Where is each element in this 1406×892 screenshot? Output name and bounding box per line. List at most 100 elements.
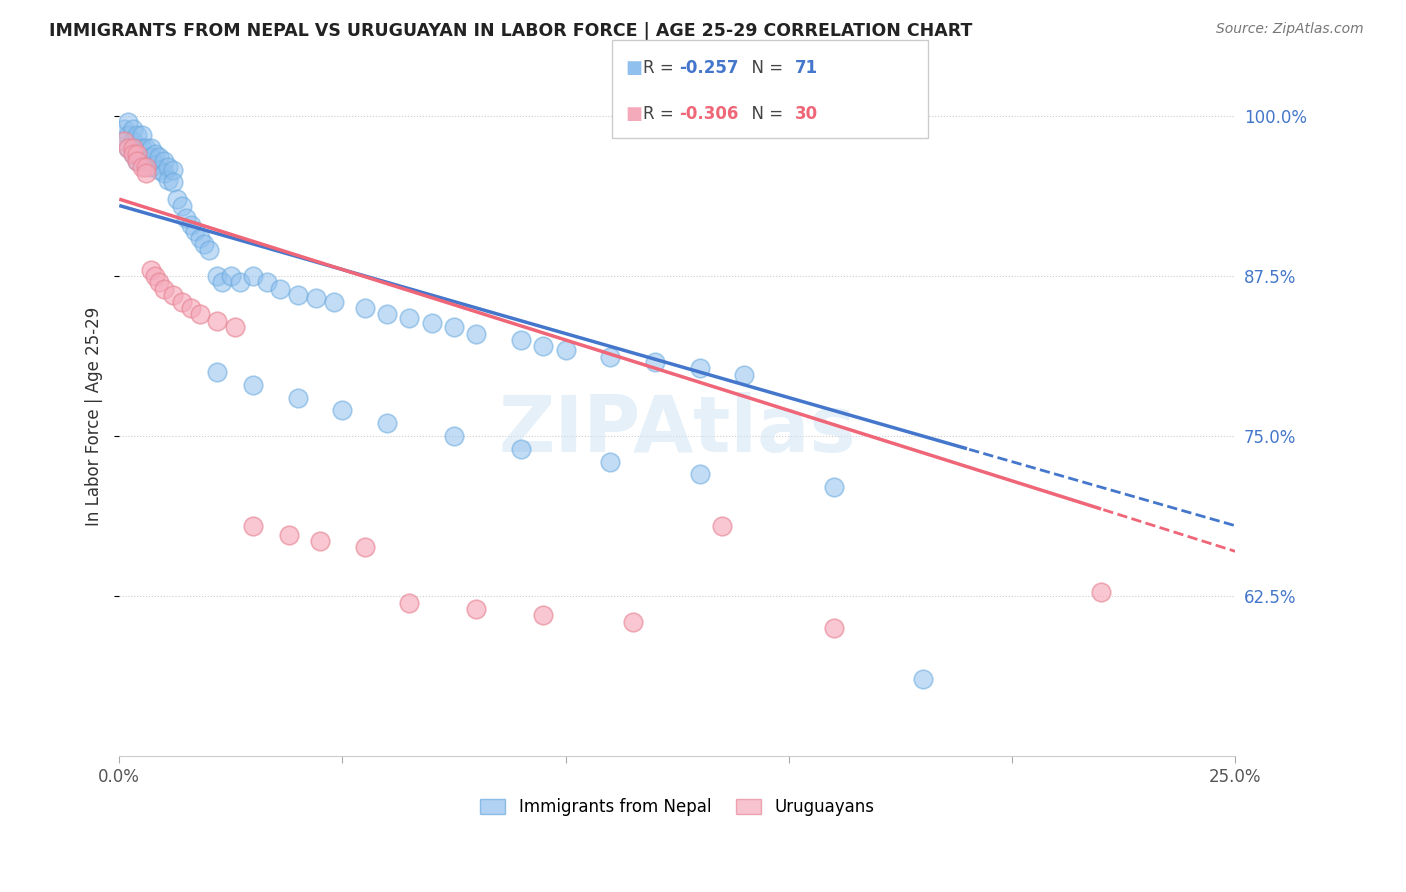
- Point: [465, 602, 488, 616]
- Point: [224, 320, 246, 334]
- Point: [322, 294, 344, 309]
- Point: [143, 157, 166, 171]
- Point: [127, 128, 149, 142]
- Point: [127, 141, 149, 155]
- Point: [143, 147, 166, 161]
- Text: ■: ■: [626, 104, 643, 123]
- Text: N =: N =: [741, 104, 789, 123]
- Point: [398, 311, 420, 326]
- Point: [277, 527, 299, 541]
- Point: [353, 301, 375, 315]
- Point: [162, 162, 184, 177]
- Point: [139, 160, 162, 174]
- Text: -0.257: -0.257: [679, 59, 738, 77]
- Point: [188, 230, 211, 244]
- Text: Source: ZipAtlas.com: Source: ZipAtlas.com: [1216, 22, 1364, 37]
- Point: [229, 276, 252, 290]
- Point: [242, 268, 264, 283]
- Point: [180, 301, 202, 315]
- Point: [121, 135, 143, 149]
- Point: [180, 218, 202, 232]
- Point: [131, 141, 153, 155]
- Point: [375, 417, 398, 431]
- Point: [135, 153, 157, 168]
- Point: [184, 224, 207, 238]
- Point: [207, 365, 229, 379]
- Point: [121, 147, 143, 161]
- Point: [117, 141, 139, 155]
- Point: [153, 282, 176, 296]
- Text: R =: R =: [643, 104, 679, 123]
- Point: [112, 135, 135, 149]
- Point: [531, 608, 554, 623]
- Point: [599, 455, 621, 469]
- Point: [121, 141, 143, 155]
- Point: [148, 276, 170, 290]
- Text: IMMIGRANTS FROM NEPAL VS URUGUAYAN IN LABOR FORCE | AGE 25-29 CORRELATION CHART: IMMIGRANTS FROM NEPAL VS URUGUAYAN IN LA…: [49, 22, 973, 40]
- Text: N =: N =: [741, 59, 789, 77]
- Point: [170, 198, 193, 212]
- Point: [127, 147, 149, 161]
- Point: [823, 480, 845, 494]
- Point: [398, 596, 420, 610]
- Point: [219, 268, 242, 283]
- Point: [135, 160, 157, 174]
- Point: [1090, 585, 1112, 599]
- Point: [599, 350, 621, 364]
- Point: [353, 541, 375, 555]
- Text: 30: 30: [794, 104, 817, 123]
- Point: [153, 167, 176, 181]
- Point: [139, 141, 162, 155]
- Point: [117, 141, 139, 155]
- Point: [131, 153, 153, 168]
- Point: [148, 162, 170, 177]
- Point: [242, 518, 264, 533]
- Point: [112, 135, 135, 149]
- Point: [644, 355, 666, 369]
- Point: [135, 167, 157, 181]
- Point: [166, 192, 188, 206]
- Point: [287, 288, 309, 302]
- Point: [121, 121, 143, 136]
- Point: [193, 236, 215, 251]
- Point: [375, 307, 398, 321]
- Text: 71: 71: [794, 59, 817, 77]
- Point: [420, 317, 443, 331]
- Point: [153, 153, 176, 168]
- Point: [127, 153, 149, 168]
- Point: [689, 361, 711, 376]
- Point: [131, 160, 153, 174]
- Point: [188, 307, 211, 321]
- Text: ■: ■: [626, 59, 643, 77]
- Point: [131, 128, 153, 142]
- Point: [207, 268, 229, 283]
- Point: [689, 467, 711, 482]
- Point: [332, 403, 354, 417]
- Point: [117, 128, 139, 142]
- Point: [531, 339, 554, 353]
- Point: [554, 343, 576, 358]
- Point: [621, 615, 644, 629]
- Point: [443, 429, 465, 443]
- Point: [139, 150, 162, 164]
- Point: [148, 150, 170, 164]
- Point: [269, 282, 291, 296]
- Point: [162, 176, 184, 190]
- Legend: Immigrants from Nepal, Uruguayans: Immigrants from Nepal, Uruguayans: [474, 791, 882, 822]
- Point: [143, 268, 166, 283]
- Point: [443, 320, 465, 334]
- Point: [197, 244, 219, 258]
- Point: [911, 673, 934, 687]
- Point: [242, 377, 264, 392]
- Point: [162, 288, 184, 302]
- Point: [510, 442, 533, 456]
- Text: ZIPAtlas: ZIPAtlas: [499, 392, 856, 468]
- Point: [733, 368, 755, 382]
- Point: [305, 291, 328, 305]
- Point: [287, 391, 309, 405]
- Point: [117, 115, 139, 129]
- Text: R =: R =: [643, 59, 679, 77]
- Point: [157, 173, 180, 187]
- Point: [510, 333, 533, 347]
- Point: [465, 326, 488, 341]
